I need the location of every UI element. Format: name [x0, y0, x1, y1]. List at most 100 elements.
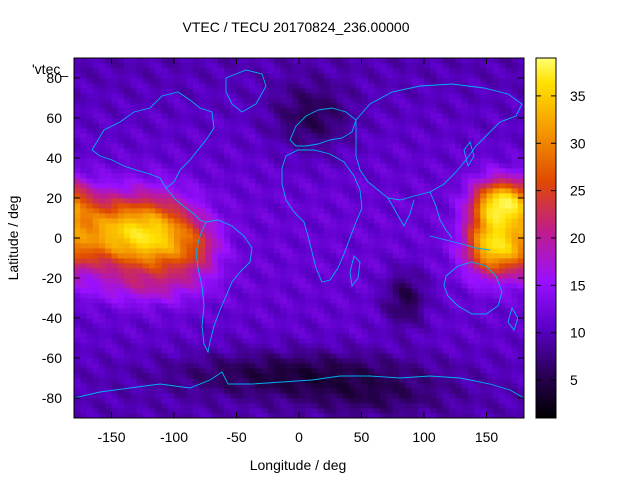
heatmap-cell: [517, 218, 524, 224]
heatmap-cell: [299, 283, 306, 289]
heatmap-cell: [461, 128, 469, 134]
heatmap-cell: [399, 173, 406, 179]
heatmap-cell: [274, 373, 281, 379]
heatmap-cell: [324, 188, 331, 194]
heatmap-cell: [492, 128, 500, 134]
heatmap-cell: [155, 348, 162, 354]
heatmap-cell: [211, 283, 219, 289]
heatmap-cell: [492, 413, 500, 418]
heatmap-cell: [505, 233, 512, 239]
heatmap-cell: [299, 238, 306, 244]
heatmap-cell: [361, 413, 369, 418]
heatmap-cell: [249, 253, 256, 259]
heatmap-cell: [280, 368, 287, 374]
heatmap-cell: [424, 253, 431, 259]
heatmap-cell: [324, 353, 331, 359]
heatmap-cell: [367, 203, 375, 209]
heatmap-cell: [374, 313, 381, 319]
heatmap-cell: [499, 213, 506, 219]
heatmap-cell: [255, 303, 262, 309]
heatmap-cell: [217, 338, 225, 344]
heatmap-cell: [286, 88, 294, 94]
heatmap-cell: [280, 88, 287, 94]
heatmap-cell: [186, 298, 194, 304]
heatmap-cell: [192, 88, 200, 94]
heatmap-cell: [492, 323, 500, 329]
heatmap-cell: [217, 328, 225, 334]
heatmap-cell: [380, 188, 387, 194]
heatmap-cell: [149, 248, 156, 254]
heatmap-cell: [361, 303, 369, 309]
heatmap-cell: [205, 328, 212, 334]
heatmap-cell: [274, 313, 281, 319]
heatmap-cell: [236, 283, 244, 289]
heatmap-cell: [361, 98, 369, 104]
heatmap-cell: [74, 83, 81, 89]
heatmap-cell: [449, 273, 456, 279]
heatmap-cell: [405, 263, 412, 269]
heatmap-cell: [336, 388, 344, 394]
heatmap-cell: [142, 218, 150, 224]
heatmap-cell: [330, 108, 337, 114]
heatmap-cell: [292, 218, 300, 224]
heatmap-cell: [249, 238, 256, 244]
heatmap-cell: [330, 128, 337, 134]
heatmap-cell: [499, 143, 506, 149]
heatmap-cell: [411, 93, 419, 99]
heatmap-cell: [411, 323, 419, 329]
heatmap-cell: [324, 298, 331, 304]
heatmap-cell: [342, 98, 350, 104]
heatmap-cell: [411, 258, 419, 264]
heatmap-cell: [99, 228, 106, 234]
heatmap-cell: [492, 198, 500, 204]
heatmap-cell: [155, 113, 162, 119]
heatmap-cell: [442, 178, 450, 184]
heatmap-cell: [486, 213, 494, 219]
heatmap-cell: [461, 228, 469, 234]
heatmap-cell: [480, 198, 487, 204]
heatmap-cell: [167, 278, 175, 284]
heatmap-cell: [280, 128, 287, 134]
heatmap-cell: [99, 223, 106, 229]
heatmap-cell: [155, 378, 162, 384]
heatmap-cell: [405, 178, 412, 184]
heatmap-cell: [367, 158, 375, 164]
heatmap-cell: [367, 328, 375, 334]
heatmap-cell: [267, 363, 275, 369]
heatmap-cell: [267, 273, 275, 279]
heatmap-cell: [455, 283, 462, 289]
heatmap-cell: [217, 178, 225, 184]
heatmap-cell: [280, 328, 287, 334]
heatmap-cell: [199, 383, 206, 389]
heatmap-cell: [399, 143, 406, 149]
heatmap-cell: [224, 253, 231, 259]
heatmap-cell: [224, 98, 231, 104]
heatmap-cell: [449, 328, 456, 334]
heatmap-cell: [505, 373, 512, 379]
heatmap-cell: [161, 78, 169, 84]
heatmap-cell: [236, 123, 244, 129]
heatmap-cell: [342, 328, 350, 334]
heatmap-cell: [455, 358, 462, 364]
heatmap-cell: [367, 113, 375, 119]
heatmap-cell: [155, 93, 162, 99]
heatmap-cell: [424, 138, 431, 144]
heatmap-cell: [355, 338, 362, 344]
heatmap-cell: [186, 98, 194, 104]
heatmap-cell: [149, 138, 156, 144]
heatmap-cell: [336, 88, 344, 94]
heatmap-cell: [130, 368, 137, 374]
heatmap-cell: [474, 388, 481, 394]
heatmap-cell: [286, 278, 294, 284]
heatmap-cell: [492, 283, 500, 289]
heatmap-cell: [330, 368, 337, 374]
heatmap-cell: [205, 363, 212, 369]
heatmap-cell: [199, 73, 206, 79]
heatmap-cell: [186, 218, 194, 224]
heatmap-cell: [136, 353, 144, 359]
heatmap-cell: [474, 123, 481, 129]
heatmap-cell: [217, 188, 225, 194]
heatmap-cell: [186, 348, 194, 354]
heatmap-cell: [74, 163, 81, 169]
heatmap-cell: [80, 318, 87, 324]
